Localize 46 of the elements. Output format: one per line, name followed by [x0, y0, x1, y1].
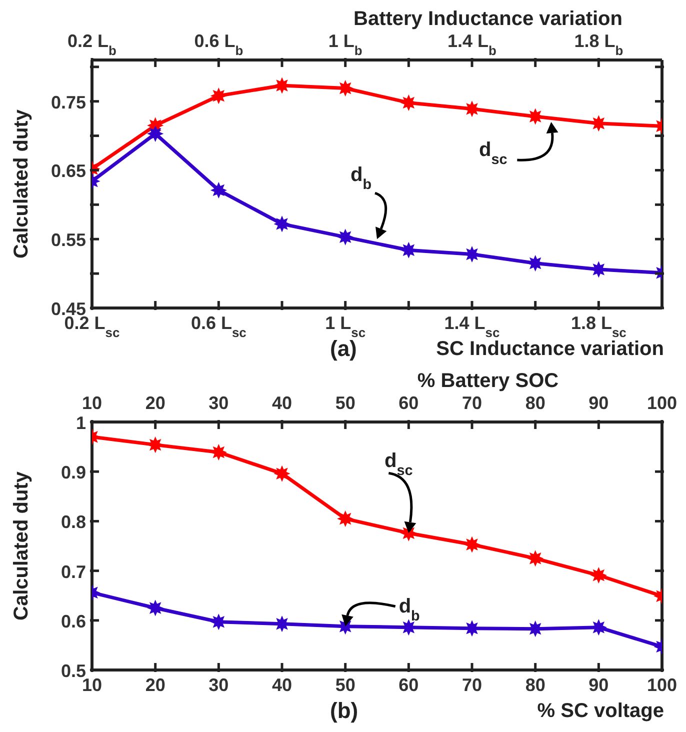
x2-tick-label: 1 L$_{b}$: [328, 31, 362, 58]
x2-tick-label: 100: [646, 393, 678, 413]
text: (b): [330, 698, 358, 724]
y-axis-title: Calculated duty: [10, 110, 34, 258]
x-axis-title: SC Inductance variation: [436, 338, 664, 361]
x-axis-title: % SC voltage: [537, 700, 664, 723]
annotation: d$_{sc}$: [479, 139, 508, 168]
y-tick-label: 0.55: [50, 230, 86, 250]
x-tick-label: 0.6 L$_{sc}$: [190, 313, 246, 340]
y-tick-label: 0.75: [50, 92, 86, 112]
x2-tick-label: 40: [272, 393, 292, 413]
x-tick-label: 40: [272, 675, 292, 695]
x2-tick-label: 30: [208, 393, 229, 413]
y-tick-label: 0.8: [60, 512, 86, 532]
x-tick-label: 80: [525, 675, 546, 695]
x2-axis-title: Battery Inductance variation: [352, 8, 624, 31]
x-tick-label: 1.8 L$_{sc}$: [570, 313, 626, 340]
x2-axis-title: % Battery SOC: [416, 370, 560, 393]
x2-tick-label: 0.6 L$_{b}$: [194, 31, 244, 58]
x2-tick-label: 70: [462, 393, 482, 413]
x-tick-label: 1.4 L$_{sc}$: [444, 313, 500, 340]
y-tick-label: 0.9: [60, 462, 86, 483]
x-tick-label: 100: [646, 675, 678, 695]
x2-tick-label: 90: [588, 393, 609, 413]
y-axis-title: Calculated duty: [10, 472, 34, 620]
x-tick-label: 20: [145, 675, 166, 695]
x2-tick-label: 50: [335, 393, 356, 413]
y-tick-label: 0.6: [60, 611, 86, 632]
y-tick-label: 1: [76, 413, 86, 433]
x2-tick-label: 60: [398, 393, 419, 413]
x2-tick-label: 10: [82, 393, 102, 413]
x2-tick-label: 20: [145, 393, 166, 413]
x-tick-label: 60: [398, 675, 419, 695]
annotation: d$_{sc}$: [384, 450, 413, 480]
x2-tick-label: 0.2 L$_{b}$: [68, 31, 117, 58]
x2-tick-label: 80: [525, 393, 546, 413]
x-tick-label: 70: [462, 675, 482, 695]
x-tick-label: 30: [208, 675, 229, 695]
annotation: d$_{b}$: [350, 164, 372, 194]
x-tick-label: 90: [588, 675, 609, 695]
y-tick-label: 0.65: [50, 161, 86, 182]
x2-tick-label: 1.4 L$_{b}$: [448, 31, 497, 58]
annotation: d$_{b}$: [398, 595, 420, 624]
x2-tick-label: 1.8 L$_{b}$: [574, 31, 624, 58]
x-tick-label: 50: [335, 675, 356, 695]
y-tick-label: 0.7: [60, 562, 86, 582]
